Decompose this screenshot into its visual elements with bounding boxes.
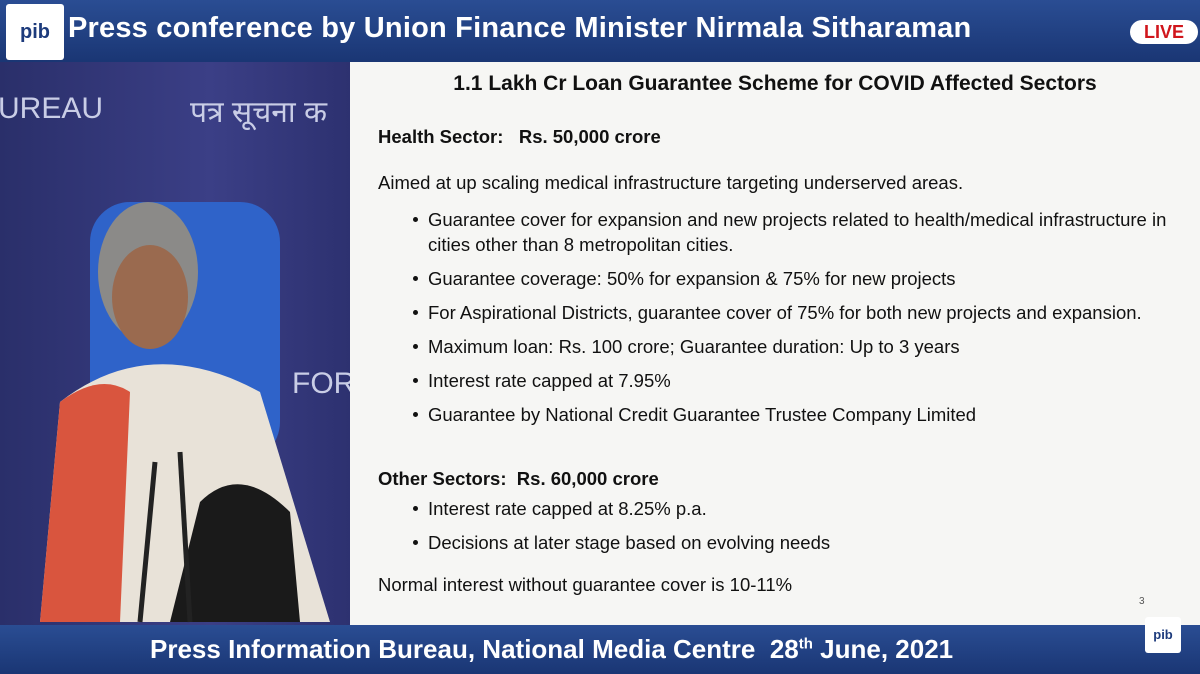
speaker	[40, 202, 330, 623]
page-number: 3	[1139, 596, 1145, 607]
wall-text: FORI	[292, 367, 350, 400]
slide-note: Normal interest without guarantee cover …	[378, 574, 793, 595]
logo: pib	[6, 4, 64, 60]
bullet-list: Guarantee cover for expansion and new pr…	[413, 207, 1173, 436]
wall-text: पत्र सूचना क	[190, 96, 328, 129]
section-label: Other Sectors:	[378, 468, 507, 489]
bullet-list: Interest rate capped at 8.25% p.a. Decis…	[413, 496, 1173, 564]
live-badge: LIVE	[1130, 20, 1198, 44]
footer-text: Press Information Bureau, National Media…	[150, 634, 953, 665]
date-rest: June, 2021	[820, 634, 954, 664]
section-heading: Other Sectors: Rs. 60,000 crore	[378, 468, 659, 490]
section-heading: Health Sector: Rs. 50,000 crore	[378, 126, 661, 148]
section-amount: Rs. 60,000 crore	[516, 468, 659, 489]
bullet: Guarantee by National Credit Guarantee T…	[413, 402, 1173, 427]
section-amount: Rs. 50,000 crore	[518, 126, 661, 147]
video-feed: UREAU पत्र सूचना क FORI	[0, 62, 350, 625]
wall-text: UREAU	[0, 92, 104, 125]
slide-title: 1.1 Lakh Cr Loan Guarantee Scheme for CO…	[453, 72, 1097, 95]
section-label: Health Sector:	[378, 126, 504, 147]
header-bar: pib Press conference by Union Finance Mi…	[0, 0, 1200, 62]
bullet: Decisions at later stage based on evolvi…	[413, 530, 1173, 555]
section-intro: Aimed at up scaling medical infrastructu…	[378, 172, 964, 193]
slide: 1.1 Lakh Cr Loan Guarantee Scheme for CO…	[350, 62, 1200, 625]
bullet: For Aspirational Districts, guarantee co…	[413, 300, 1173, 325]
date-day: 28	[769, 634, 799, 664]
footer-label: Press Information Bureau, National Media…	[150, 634, 756, 664]
bullet: Guarantee coverage: 50% for expansion & …	[413, 266, 1173, 291]
date-suffix: th	[798, 635, 813, 653]
broadcast-title: Press conference by Union Finance Minist…	[68, 12, 972, 44]
bullet: Interest rate capped at 8.25% p.a.	[413, 496, 1173, 521]
bullet: Interest rate capped at 7.95%	[413, 368, 1173, 393]
bullet: Guarantee cover for expansion and new pr…	[413, 207, 1173, 257]
footer-bar: Press Information Bureau, National Media…	[0, 617, 1200, 674]
bullet: Maximum loan: Rs. 100 crore; Guarantee d…	[413, 334, 1173, 359]
logo: pib	[1145, 617, 1181, 653]
